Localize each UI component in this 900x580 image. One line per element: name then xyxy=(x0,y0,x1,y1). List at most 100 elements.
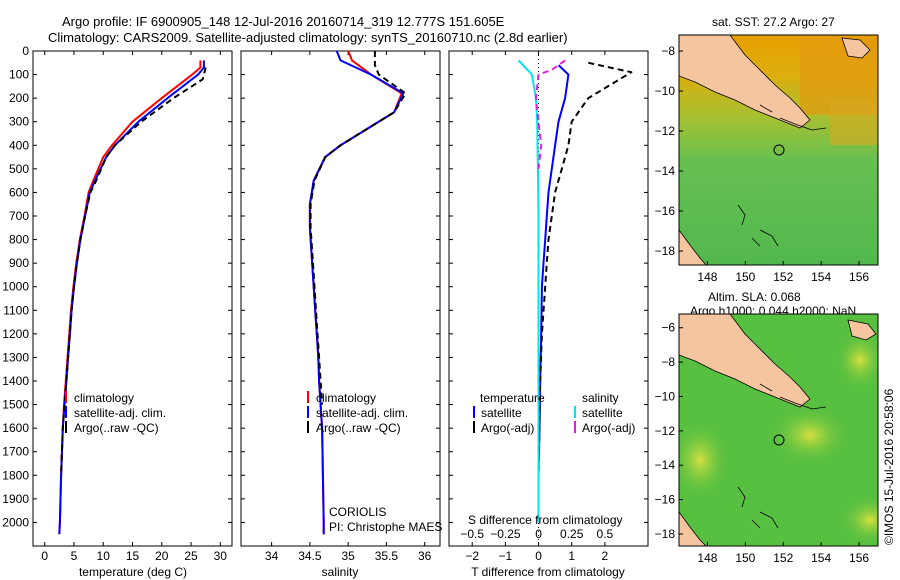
map-y-tick-label: −14 xyxy=(655,458,676,472)
series-line-climatology xyxy=(308,50,403,535)
x-tick-label: 20 xyxy=(155,549,169,563)
y-tick-label: 900 xyxy=(9,256,29,270)
series-line-satellite-adj-clim xyxy=(308,50,405,535)
s-tick-label: −0.5 xyxy=(460,527,484,541)
x-axis-title: salinity xyxy=(322,565,359,579)
coral-sea-reefs xyxy=(737,204,779,247)
y-tick-label: 200 xyxy=(9,91,29,105)
map-y-tick-label: −10 xyxy=(655,84,676,98)
legend-s-satellite-label: satellite xyxy=(582,406,623,420)
x-tick-label: 1 xyxy=(568,549,575,563)
legend-salinity-title: salinity xyxy=(582,391,619,405)
y-tick-label: 1700 xyxy=(2,445,29,459)
sla-high-blob xyxy=(679,420,730,500)
plot-frame xyxy=(240,50,441,547)
map-y-tick-label: −6 xyxy=(661,321,675,335)
salinity-panel: 34 34.5 35 35.5 36 salinity xyxy=(240,50,441,579)
new-britain-land xyxy=(847,319,877,341)
sla-map: Altim. SLA: 0.068 Argo h1000: 0.044 h200… xyxy=(655,290,879,565)
x-tick-label: 30 xyxy=(214,549,228,563)
s-tick-label: 0.5 xyxy=(597,527,614,541)
map-y-tick-label: −8 xyxy=(661,355,675,369)
louisiade-islands xyxy=(759,104,827,131)
y-tick-label: 700 xyxy=(9,209,29,223)
y-tick-label: 600 xyxy=(9,185,29,199)
new-guinea-land xyxy=(679,35,811,129)
series-line-argo-raw-qc xyxy=(309,51,407,405)
y-tick-label: 1400 xyxy=(2,374,29,388)
legend-argo-label: Argo(..raw -QC) xyxy=(316,421,401,435)
map-y-tick-label: −14 xyxy=(655,164,676,178)
sst-map-axes: 148 150 152 154 156 −8 −10 −12 −14 −16 −18 xyxy=(655,44,870,284)
sst-warm-patch-east xyxy=(830,100,878,145)
y-tick-label: 800 xyxy=(9,233,29,247)
x-tick-label: 25 xyxy=(184,549,198,563)
map-y-tick-label: −16 xyxy=(655,204,676,218)
y-tick-label: 0 xyxy=(22,44,29,58)
sla-map-axes: 148 150 152 154 156 −6 −8 −10 −12 −14 −16 −18 xyxy=(655,321,870,565)
legend-s-argo-label: Argo(-adj) xyxy=(582,421,635,435)
map-y-tick-label: −12 xyxy=(655,424,676,438)
map-y-tick-label: −16 xyxy=(655,493,676,507)
plot-frame xyxy=(448,50,649,547)
map-x-tick-label: 150 xyxy=(735,270,755,284)
y-tick-label: 300 xyxy=(9,115,29,129)
legend-satellite-label: satellite-adj. clim. xyxy=(316,406,408,420)
map-y-tick-label: −12 xyxy=(655,124,676,138)
temperature-legend: climatology satellite-adj. clim. Argo(..… xyxy=(65,391,166,435)
y-tick-label: 500 xyxy=(9,162,29,176)
map-y-tick-label: −18 xyxy=(655,244,676,258)
louisiade-islands xyxy=(759,383,827,410)
argo-position-marker xyxy=(773,434,785,446)
y-tick-label: 1600 xyxy=(2,421,29,435)
series-line-salinity-satellite xyxy=(517,59,540,523)
map-x-tick-label: 148 xyxy=(697,551,717,565)
series-line-temperature-satellite xyxy=(537,64,570,476)
y-tick-label: 400 xyxy=(9,138,29,152)
x-tick-label: −2 xyxy=(465,549,479,563)
x-tick-label: 5 xyxy=(71,549,78,563)
sla-high-blob xyxy=(840,495,878,545)
map-x-tick-label: 150 xyxy=(735,551,755,565)
x-tick-label: 2 xyxy=(602,549,609,563)
x-tick-label: 34.5 xyxy=(298,549,322,563)
map-y-tick-label: −18 xyxy=(655,527,676,541)
temperature-panel: 0100200300400500600700800900100011001200… xyxy=(2,44,233,579)
figure-title-line2: Climatology: CARS2009. Satellite-adjuste… xyxy=(48,30,568,45)
series-line-salinity-argo-adj xyxy=(534,59,566,170)
figure-title-line1: Argo profile: IF 6900905_148 12-Jul-2016… xyxy=(62,14,505,29)
legend-t-argo-label: Argo(-adj) xyxy=(481,421,534,435)
legend-argo-label: Argo(..raw -QC) xyxy=(74,421,159,435)
sst-map-frame xyxy=(678,34,879,266)
map-x-tick-label: 152 xyxy=(773,551,793,565)
s-difference-axis-title: S difference from climatology xyxy=(468,513,623,527)
map-x-tick-label: 148 xyxy=(697,270,717,284)
x-tick-label: 0 xyxy=(41,549,48,563)
x-tick-label: 34 xyxy=(265,549,279,563)
y-tick-label: 1000 xyxy=(2,280,29,294)
y-tick-label: 1800 xyxy=(2,468,29,482)
sla-label-line1: Altim. SLA: 0.068 xyxy=(708,290,801,304)
map-x-tick-label: 156 xyxy=(849,270,869,284)
coral-sea-reefs xyxy=(737,486,779,529)
map-x-tick-label: 154 xyxy=(811,270,831,284)
map-x-tick-label: 152 xyxy=(773,270,793,284)
map-y-tick-label: −8 xyxy=(661,44,675,58)
float-pi: PI: Christophe MAES xyxy=(329,520,442,534)
x-axis-title: T difference from climatology xyxy=(471,565,625,579)
new-guinea-land xyxy=(679,314,811,408)
x-axis-title: temperature (deg C) xyxy=(79,565,187,579)
x-tick-label: −1 xyxy=(499,549,513,563)
x-tick-label: 36 xyxy=(418,549,432,563)
argo-position-marker xyxy=(773,144,785,156)
x-tick-label: 10 xyxy=(97,549,111,563)
legend-climatology-label: climatology xyxy=(316,391,376,405)
y-tick-label: 1500 xyxy=(2,398,29,412)
s-tick-label: −0.25 xyxy=(490,527,521,541)
australia-coast xyxy=(679,511,707,546)
imos-credit: ©IMOS 15-Jul-2016 20:58:06 xyxy=(882,388,896,545)
sst-map: sat. SST: 27.2 Argo: 27 148 150 152 154 156 −… xyxy=(655,15,879,284)
legend-climatology-label: climatology xyxy=(74,391,134,405)
x-tick-label: 35.5 xyxy=(375,549,399,563)
